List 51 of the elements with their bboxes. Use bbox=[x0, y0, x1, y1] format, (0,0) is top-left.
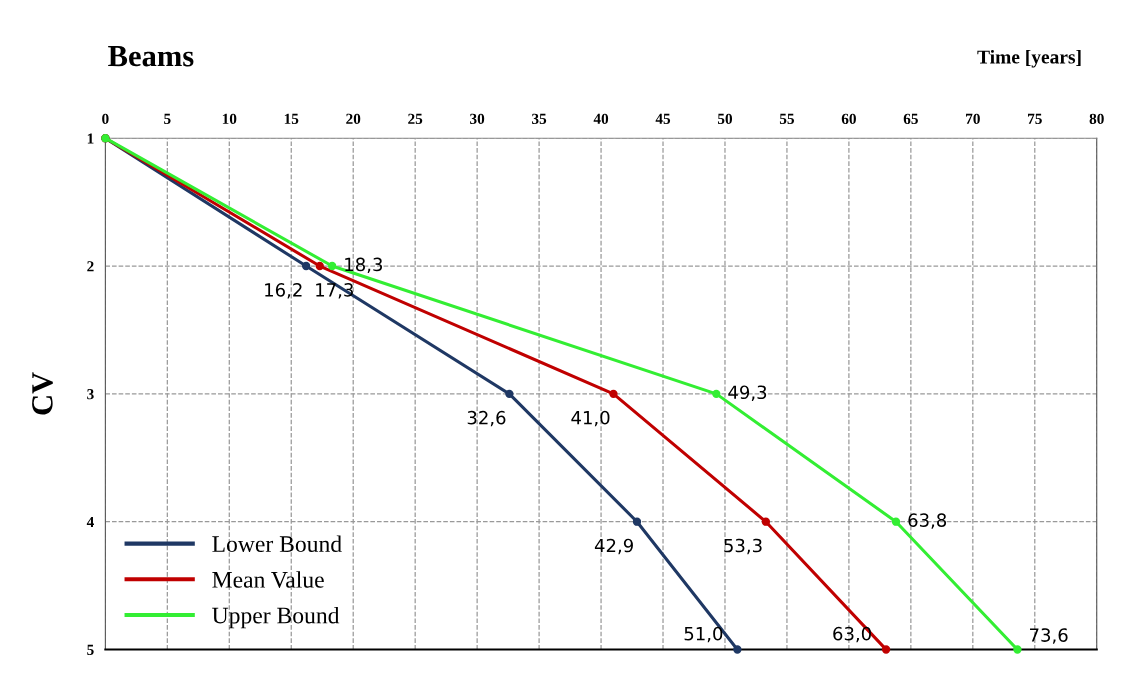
point bbox=[1013, 645, 1022, 654]
data-label: 49,3 bbox=[728, 385, 767, 401]
x-tick-label: 65 bbox=[903, 113, 918, 124]
y-tick-label: 1 bbox=[87, 133, 94, 144]
data-label: 42,9 bbox=[594, 538, 633, 555]
data-label: 63,8 bbox=[908, 513, 947, 529]
y-tick-label: 3 bbox=[87, 389, 94, 400]
x-tick-label: 55 bbox=[779, 113, 795, 124]
data-label: 41,0 bbox=[571, 410, 610, 427]
x-tick-label: 70 bbox=[966, 113, 980, 124]
y-tick-label: 2 bbox=[87, 261, 94, 272]
point bbox=[632, 517, 642, 526]
x-tick-label: 35 bbox=[532, 113, 547, 124]
y-axis-title: CV bbox=[32, 372, 53, 415]
point bbox=[327, 261, 337, 271]
x-tick-label: 50 bbox=[717, 113, 733, 124]
x-tick-label: 40 bbox=[593, 113, 609, 124]
data-label: 51,0 bbox=[684, 626, 723, 643]
data-label: 63,0 bbox=[833, 626, 871, 643]
point bbox=[315, 261, 324, 271]
x-tick-label: 25 bbox=[408, 113, 423, 124]
point bbox=[712, 389, 721, 399]
data-label: 32,6 bbox=[467, 410, 506, 427]
data-label: 18,3 bbox=[345, 257, 383, 274]
x-axis-title: Time [years] bbox=[977, 49, 1081, 68]
y-tick-label: 4 bbox=[86, 516, 94, 528]
data-label: 73,6 bbox=[1030, 628, 1068, 644]
point bbox=[761, 517, 771, 526]
x-tick-label: 45 bbox=[655, 113, 671, 124]
x-tick-label: 75 bbox=[1028, 113, 1042, 124]
point bbox=[301, 261, 311, 271]
data-label: 53,3 bbox=[724, 538, 762, 555]
point bbox=[891, 517, 901, 526]
legend-label: Lower Bound bbox=[212, 535, 342, 553]
data-label: 16,2 bbox=[265, 283, 302, 299]
point bbox=[733, 645, 742, 654]
legend-label: Mean Value bbox=[212, 571, 324, 588]
point bbox=[881, 645, 891, 654]
point bbox=[609, 389, 618, 399]
x-tick-label: 20 bbox=[346, 113, 361, 124]
x-tick-label: 10 bbox=[222, 113, 237, 124]
x-tick-label: 0 bbox=[102, 113, 109, 124]
x-tick-label: 5 bbox=[164, 113, 171, 124]
y-tick-label: 5 bbox=[87, 644, 94, 655]
point bbox=[505, 389, 514, 399]
x-tick-label: 30 bbox=[470, 113, 485, 124]
x-tick-label: 60 bbox=[841, 113, 856, 124]
x-tick-label: 15 bbox=[284, 113, 299, 124]
x-tick-label: 80 bbox=[1089, 113, 1104, 124]
chart-title: Beams bbox=[108, 46, 194, 67]
legend-label: Upper Bound bbox=[212, 606, 340, 629]
